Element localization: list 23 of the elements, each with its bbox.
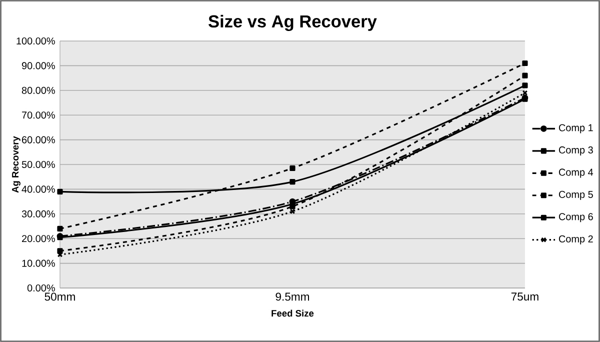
x-axis-title: Feed Size <box>272 310 314 317</box>
legend-label: Comp 5 <box>558 190 593 200</box>
legend-label: Comp 6 <box>558 213 593 222</box>
y-tick-label: 90.00% <box>22 62 55 70</box>
legend-label: Comp 4 <box>558 168 594 178</box>
legend-label: Comp 2 <box>558 235 593 244</box>
x-tick-label: 75um <box>511 292 538 301</box>
legend-label: Comp 1 <box>558 124 593 134</box>
chart-title: Size vs Ag Recovery <box>208 14 377 32</box>
y-tick-label: 80.00% <box>22 86 55 94</box>
legend-label: Comp 3 <box>558 146 593 156</box>
y-tick-label: 50.00% <box>22 160 55 168</box>
y-tick-label: 10.00% <box>22 260 55 267</box>
x-tick-label: 9.5mm <box>276 292 309 301</box>
y-tick-label: 0.00% <box>27 284 55 292</box>
y-tick-label: 40.00% <box>22 186 55 193</box>
x-tick-label: 50mm <box>44 292 75 301</box>
y-axis-title: Ag Recovery <box>12 136 20 193</box>
y-tick-label: 60.00% <box>22 136 55 144</box>
y-tick-label: 70.00% <box>22 112 55 119</box>
y-tick-label: 100.00% <box>16 37 55 45</box>
y-tick-label: 30.00% <box>22 210 55 218</box>
y-tick-label: 20.00% <box>22 235 55 242</box>
